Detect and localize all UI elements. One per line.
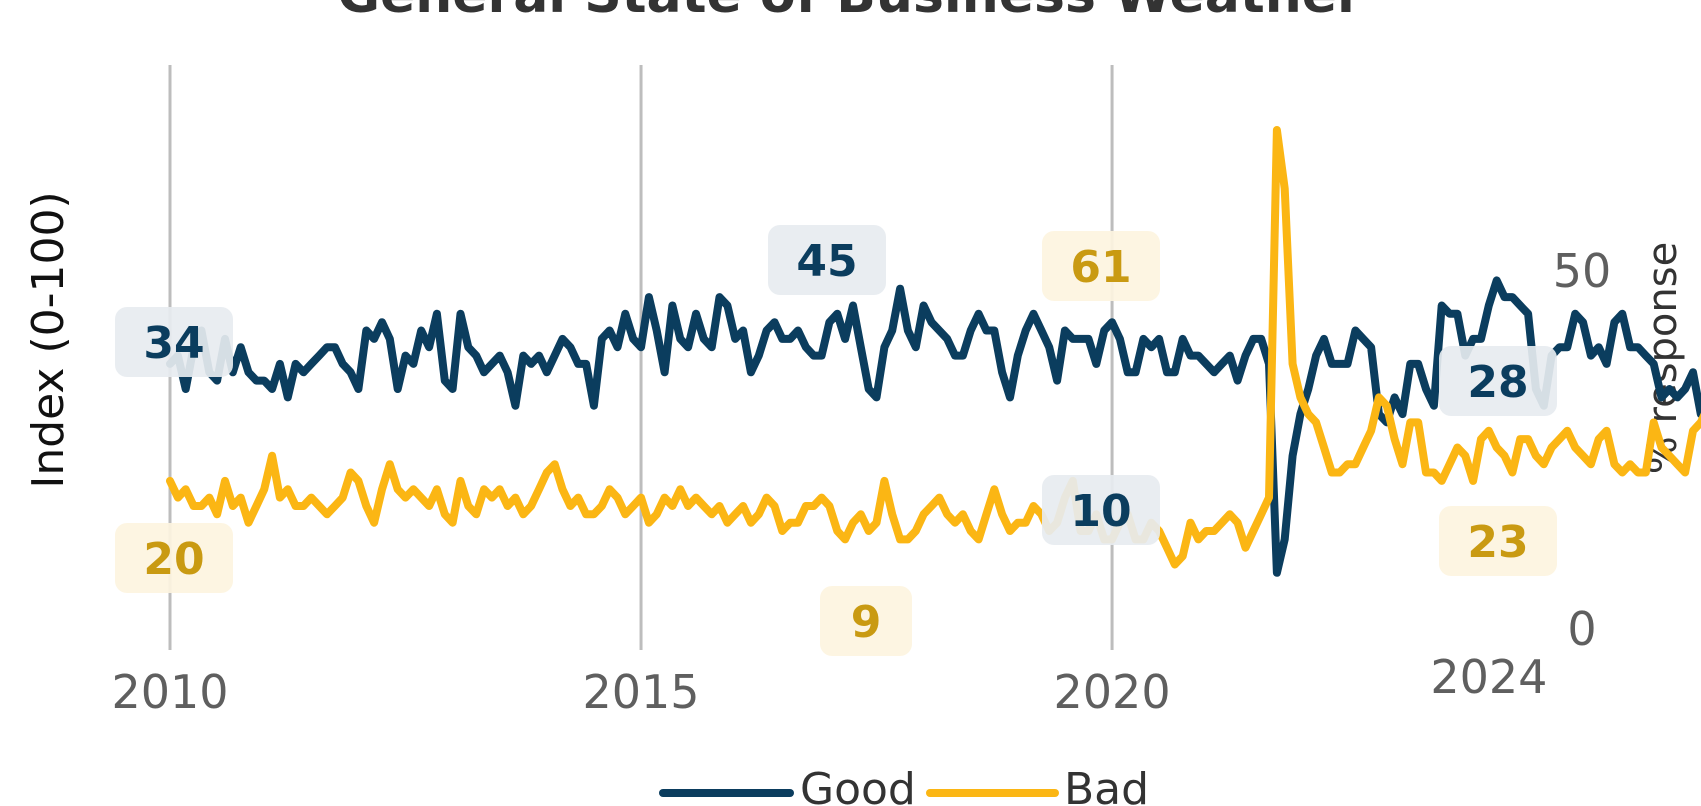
callout-good-28: 28 bbox=[1439, 346, 1557, 416]
callout-box bbox=[115, 307, 233, 377]
callout-value: 34 bbox=[143, 318, 204, 369]
callout-value: 9 bbox=[851, 597, 882, 648]
x-tick-label-2015: 2015 bbox=[582, 665, 699, 719]
callout-bad-9: 9 bbox=[820, 586, 912, 656]
y-tick-label-0: 0 bbox=[1567, 602, 1596, 656]
callout-value: 45 bbox=[796, 236, 857, 287]
callout-value: 28 bbox=[1467, 357, 1528, 408]
series-lines bbox=[166, 126, 1701, 577]
callout-box bbox=[1439, 346, 1557, 416]
y-tick-label-50: 50 bbox=[1553, 244, 1612, 298]
callout-box bbox=[768, 225, 886, 295]
callout-value: 23 bbox=[1467, 517, 1528, 568]
callout-bad-20: 20 bbox=[115, 523, 233, 593]
series-line-good bbox=[166, 276, 1701, 577]
x-axis-ticks: 2010 2015 2020 2024 bbox=[111, 650, 1547, 719]
callout-value: 20 bbox=[143, 534, 204, 585]
legend-label-good: Good bbox=[800, 764, 916, 806]
callout-box bbox=[1042, 231, 1160, 301]
callout-box bbox=[115, 523, 233, 593]
legend-label-bad: Bad bbox=[1064, 764, 1149, 806]
y-axis-ticks-right: 0 50 bbox=[1553, 244, 1612, 656]
x-tick-label-2020: 2020 bbox=[1054, 665, 1171, 719]
callout-good-45: 45 bbox=[768, 225, 886, 295]
value-callouts: 34 45 10 28 20 9 61 23 bbox=[115, 225, 1557, 656]
chart-title: General State of Business Weather bbox=[337, 0, 1363, 25]
callout-box bbox=[1042, 475, 1160, 545]
callout-box bbox=[820, 586, 912, 656]
callout-value: 61 bbox=[1070, 242, 1131, 293]
x-tick-label-2024: 2024 bbox=[1430, 650, 1547, 704]
callout-bad-23: 23 bbox=[1439, 506, 1557, 576]
legend: Good Bad bbox=[659, 764, 1149, 806]
callout-box bbox=[1439, 506, 1557, 576]
callout-good-10: 10 bbox=[1042, 475, 1160, 545]
vertical-gridlines bbox=[168, 65, 1114, 650]
callout-good-34: 34 bbox=[115, 307, 233, 377]
callout-value: 10 bbox=[1070, 486, 1131, 537]
x-tick-label-2010: 2010 bbox=[111, 665, 228, 719]
callout-bad-61: 61 bbox=[1042, 231, 1160, 301]
series-line-bad bbox=[166, 126, 1701, 569]
left-axis-title: Index (0-100) bbox=[23, 191, 74, 488]
